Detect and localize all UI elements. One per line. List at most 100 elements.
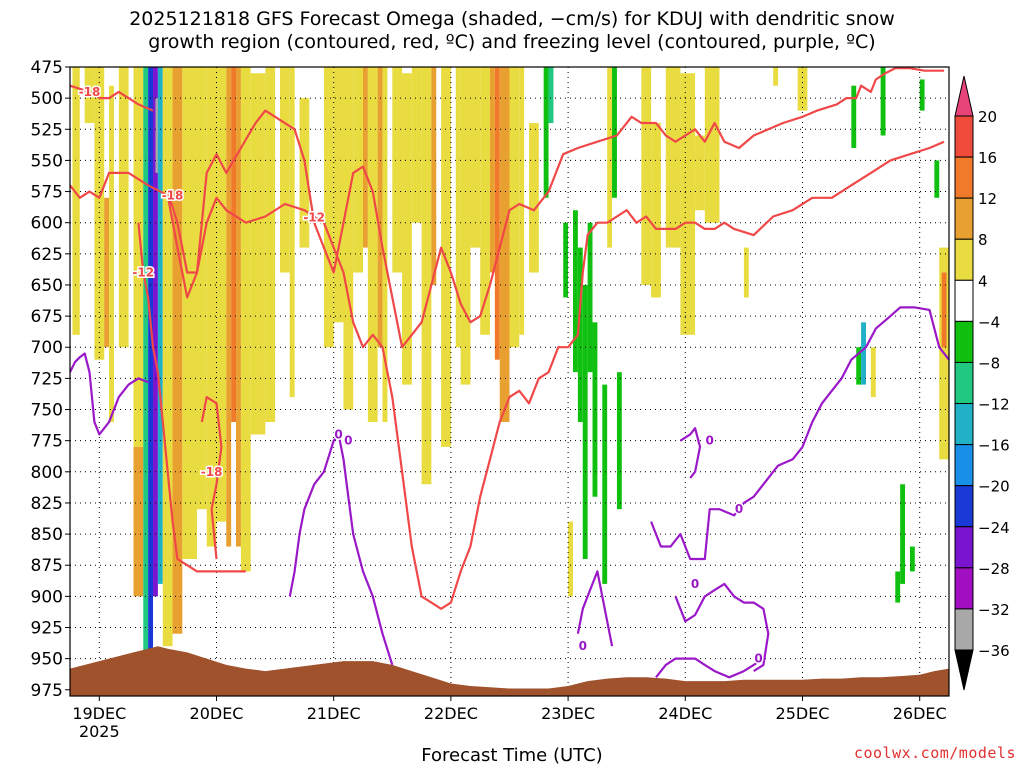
colorbar-band-12	[954, 608, 974, 651]
omega-cell-18	[216, 67, 227, 522]
colorbar-band-9	[954, 485, 974, 528]
omega-cell-22	[240, 67, 251, 572]
contour-label-4: -18	[201, 465, 223, 479]
omega-cell-56	[572, 210, 578, 373]
omega-cell-32	[363, 67, 368, 248]
omega-cell-60	[592, 322, 598, 497]
contour-line-1	[70, 67, 945, 349]
y-tick-label-5: 600	[31, 214, 63, 234]
x-tick-label-5: 24DEC	[658, 704, 712, 723]
y-axis: 475 500 525 550 575 600 625 650 675 700 725 750 775 8…	[31, 58, 70, 701]
omega-cell-10	[153, 67, 158, 597]
omega-cell-59	[587, 222, 593, 373]
omega-cell-82	[919, 79, 925, 111]
contour-line-5	[70, 352, 149, 436]
omega-cell-78	[880, 67, 886, 136]
omega-cell-80	[900, 484, 906, 584]
x-tick-sublabel-0: 2025	[79, 722, 120, 741]
omega-cell-76	[861, 322, 866, 385]
omega-cell-77	[870, 347, 876, 398]
omega-cell-61	[602, 384, 608, 584]
omega-cell-39	[421, 67, 432, 485]
colorbar-label-12: −32	[978, 601, 1010, 619]
omega-cell-75	[856, 347, 862, 385]
omega-cell-3	[104, 197, 110, 348]
contour-line-10	[288, 433, 394, 666]
colorbar-band-11	[954, 567, 974, 610]
omega-cell-23	[250, 73, 266, 435]
colorbar-label-4: 4	[978, 272, 988, 290]
contour-line-2	[166, 140, 945, 610]
omega-cell-17	[206, 67, 217, 547]
omega-cell-34	[377, 67, 383, 348]
omega-cell-26	[289, 67, 295, 398]
x-tick-label-7: 26DEC	[893, 704, 947, 723]
x-tick-label-1: 20DEC	[190, 704, 244, 723]
contour-label-1: -18	[162, 188, 184, 202]
colorbar-band-7	[954, 403, 974, 446]
colorbar-band-10	[954, 526, 974, 569]
y-tick-label-13: 800	[31, 463, 63, 483]
omega-cell-19	[226, 67, 232, 547]
omega-cell-29	[333, 67, 344, 323]
y-tick-label-15: 850	[31, 525, 63, 545]
omega-cell-81	[909, 546, 915, 572]
omega-cell-74	[851, 85, 857, 148]
omega-cell-30	[343, 67, 354, 410]
contour-label-8: 0	[691, 577, 699, 591]
omega-cell-40	[431, 67, 437, 285]
x-tick-label-2: 21DEC	[307, 704, 361, 723]
omega-cell-0	[72, 67, 80, 335]
contour-label-11: 0	[706, 434, 714, 448]
omega-cell-24	[265, 67, 276, 422]
y-tick-label-18: 925	[31, 618, 63, 638]
omega-cell-28	[323, 67, 334, 348]
colorbar-label-11: −28	[978, 560, 1010, 578]
omega-cell-36	[392, 67, 403, 273]
contour-line-4	[200, 396, 223, 560]
terrain-ground	[70, 646, 949, 696]
omega-cell-53	[548, 67, 554, 124]
y-tick-label-19: 950	[31, 650, 63, 670]
colorbar-band-4	[954, 279, 974, 322]
colorbar-band-2	[954, 197, 974, 240]
omega-cell-2	[94, 67, 105, 360]
colorbar-band-3	[954, 238, 974, 281]
omega-cell-47	[494, 67, 500, 360]
colorbar-label-8: −16	[978, 437, 1010, 455]
omega-cell-8	[143, 67, 149, 672]
chart-title-line-1: 2025121818 GFS Forecast Omega (shaded, −…	[129, 8, 895, 30]
colorbar-label-1: 16	[978, 149, 997, 167]
contour-line-8	[674, 582, 770, 673]
omega-cell-4	[109, 85, 114, 422]
x-tick-label-6: 25DEC	[776, 704, 830, 723]
omega-cell-72	[773, 67, 779, 86]
omega-cell-20	[231, 67, 237, 422]
omega-cell-12	[157, 67, 163, 584]
omega-cell-16	[196, 67, 207, 510]
omega-cell-58	[582, 284, 588, 559]
omega-cell-68	[680, 73, 696, 335]
omega-cell-35	[382, 67, 388, 422]
omega-cell-6	[133, 67, 144, 447]
omega-cell-25	[279, 67, 290, 273]
y-tick-label-1: 500	[31, 89, 63, 109]
omega-cell-33	[367, 67, 378, 422]
omega-cell-48	[499, 67, 510, 422]
omega-cell-79	[895, 571, 901, 603]
y-tick-label-17: 900	[31, 587, 63, 607]
y-tick-label-8: 675	[31, 307, 63, 327]
contour-line-6	[576, 570, 614, 647]
y-tick-label-14: 825	[31, 494, 63, 514]
x-tick-label-3: 22DEC	[424, 704, 478, 723]
colorbar-label-7: −12	[978, 396, 1010, 414]
contour-label-6: 0	[579, 639, 587, 653]
colorbar-label-13: −36	[978, 642, 1010, 660]
colorbar-label-5: −4	[978, 313, 1000, 331]
omega-cell-50	[519, 67, 525, 335]
contour-line-0	[70, 84, 154, 112]
x-tick-label-4: 23DEC	[541, 704, 595, 723]
omega-cell-54	[563, 222, 569, 298]
x-axis-label: Forecast Time (UTC)	[421, 745, 603, 766]
contour-label-7: 0	[735, 502, 743, 516]
